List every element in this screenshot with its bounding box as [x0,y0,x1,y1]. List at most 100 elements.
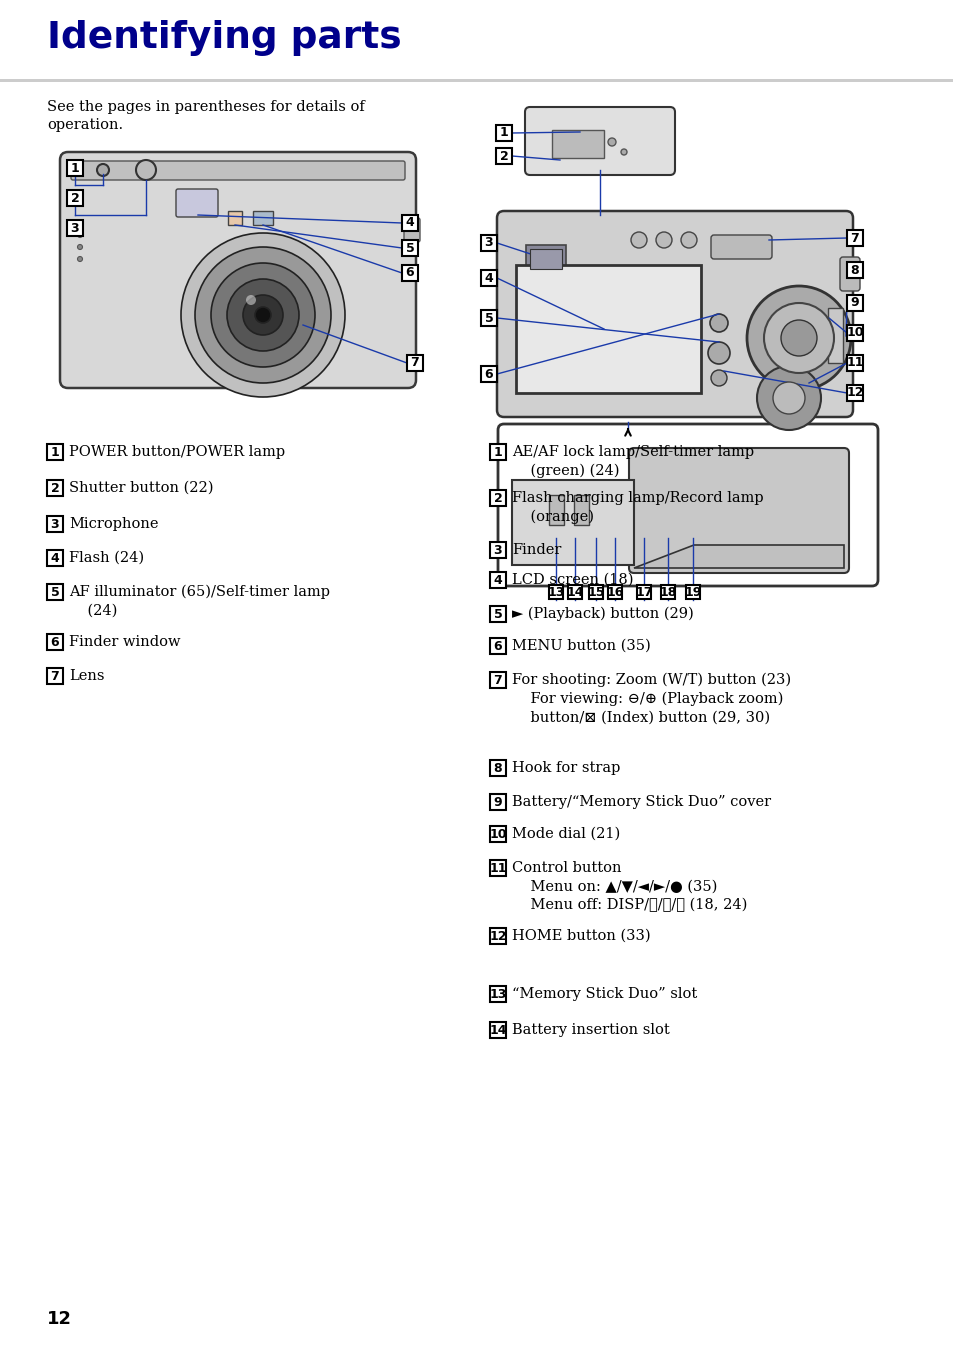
Text: 14: 14 [489,1023,506,1037]
Text: 11: 11 [489,862,506,874]
Text: 9: 9 [493,795,502,809]
Circle shape [680,232,697,248]
Text: 7: 7 [850,232,859,244]
Text: Hook for strap: Hook for strap [512,761,619,775]
Bar [548,495,563,525]
FancyBboxPatch shape [403,218,419,242]
Circle shape [757,366,821,430]
Bar [548,585,562,598]
FancyBboxPatch shape [497,210,852,417]
Bar [67,160,83,176]
Bar [401,240,417,256]
Circle shape [656,232,671,248]
Text: Finder window: Finder window [69,635,180,649]
Polygon shape [512,480,634,565]
Text: AE/AF lock lamp/Self-timer lamp
    (green) (24): AE/AF lock lamp/Self-timer lamp (green) … [512,445,753,478]
Bar [846,385,862,402]
Text: 13: 13 [547,585,564,598]
Circle shape [194,247,331,383]
Text: 2: 2 [71,191,79,205]
Bar [516,265,700,394]
Circle shape [254,307,271,323]
Polygon shape [634,546,843,569]
Text: 4: 4 [493,574,502,586]
Text: 4: 4 [405,217,414,229]
Text: 18: 18 [659,585,676,598]
Text: POWER button/POWER lamp: POWER button/POWER lamp [69,445,285,459]
Text: 4: 4 [484,271,493,285]
Bar [574,495,588,525]
Bar [846,294,862,311]
Text: See the pages in parentheses for details of
operation.: See the pages in parentheses for details… [47,100,364,133]
Bar [47,516,63,532]
Text: 8: 8 [850,263,859,277]
Bar [637,585,650,598]
Text: AF illuminator (65)/Self-timer lamp
    (24): AF illuminator (65)/Self-timer lamp (24) [69,585,330,617]
Circle shape [709,313,727,332]
Bar [407,356,422,370]
Text: 5: 5 [484,312,493,324]
Text: 9: 9 [850,296,859,309]
Text: 7: 7 [410,357,419,369]
Text: Battery/“Memory Stick Duo” cover: Battery/“Memory Stick Duo” cover [512,795,770,809]
Bar [846,356,862,370]
Text: 3: 3 [71,221,79,235]
Text: 3: 3 [51,517,59,531]
Circle shape [181,233,345,398]
Text: 17: 17 [635,585,652,598]
Bar [67,220,83,236]
Bar [660,585,675,598]
Bar [490,490,505,506]
Text: 8: 8 [493,761,502,775]
Bar [490,760,505,776]
Text: 6: 6 [405,266,414,280]
Text: 4: 4 [51,551,59,565]
Text: 15: 15 [587,585,604,598]
Text: 5: 5 [493,608,502,620]
Circle shape [772,383,804,414]
Text: 1: 1 [51,445,59,459]
Bar [490,444,505,460]
Bar [401,214,417,231]
Bar [480,309,497,326]
Text: 6: 6 [484,368,493,380]
Bar [480,235,497,251]
Bar [490,1022,505,1038]
Bar [47,584,63,600]
Bar [480,270,497,286]
Circle shape [607,138,616,147]
Circle shape [136,160,156,180]
Bar [496,148,512,164]
Text: ► (Playback) button (29): ► (Playback) button (29) [512,607,693,622]
Bar [401,265,417,281]
Circle shape [763,303,833,373]
Bar [490,672,505,688]
Bar [480,366,497,383]
Bar [490,928,505,944]
Circle shape [227,280,298,351]
Bar [490,607,505,622]
Bar [47,668,63,684]
Bar [67,190,83,206]
Text: Finder: Finder [512,543,560,556]
Bar [588,585,602,598]
Text: 14: 14 [566,585,583,598]
Text: 12: 12 [489,930,506,943]
Bar [490,987,505,1001]
Text: 2: 2 [51,482,59,494]
Text: 13: 13 [489,988,506,1000]
Text: Flash (24): Flash (24) [69,551,144,565]
Bar [490,541,505,558]
Bar [228,210,242,225]
FancyBboxPatch shape [524,107,675,175]
Text: MENU button (35): MENU button (35) [512,639,650,653]
FancyBboxPatch shape [71,161,405,180]
Text: 16: 16 [606,585,623,598]
Text: 2: 2 [499,149,508,163]
Bar [490,638,505,654]
Text: 12: 12 [845,387,862,399]
Text: 6: 6 [493,639,502,653]
Text: “Memory Stick Duo” slot: “Memory Stick Duo” slot [512,987,697,1001]
Bar [567,585,581,598]
Circle shape [211,263,314,366]
